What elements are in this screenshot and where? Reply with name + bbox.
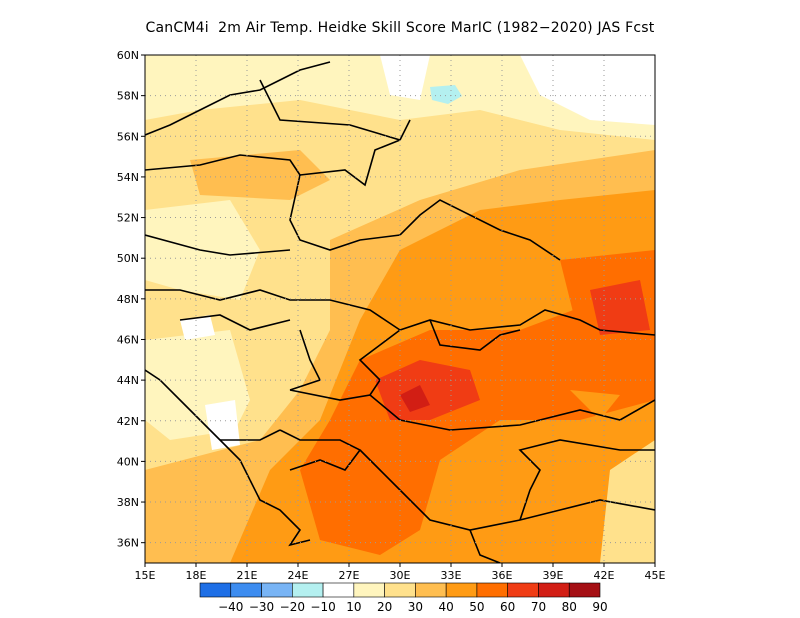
lon-tick-label: 42E [594, 569, 615, 582]
lon-tick-label: 24E [288, 569, 309, 582]
colorbar-label: 30 [408, 600, 423, 614]
colorbar-label: 90 [592, 600, 607, 614]
colorbar-label: −40 [218, 600, 243, 614]
colorbar-swatch [322, 582, 355, 598]
lat-tick-label: 38N [117, 496, 139, 509]
map-title: CanCM4i 2m Air Temp. Heidke Skill Score … [145, 20, 655, 36]
colorbar-swatch [230, 582, 262, 598]
lon-tick-label: 33E [441, 569, 462, 582]
coastlines [145, 61, 655, 563]
colorbar-label: 50 [469, 600, 484, 614]
colorbar-label: −30 [249, 600, 274, 614]
colorbar-label: −20 [280, 600, 305, 614]
lon-tick-label: 27E [339, 569, 360, 582]
lon-tick-label: 36E [492, 569, 513, 582]
colorbar-label: 20 [377, 600, 392, 614]
longitude-labels: 15E 18E 21E 24E 27E 30E 33E 36E 39E 42E 45E [135, 569, 666, 582]
lat-tick-label: 48N [117, 293, 139, 306]
colorbar-swatch [568, 582, 601, 598]
colorbar: −40 −30 −20 −10 10 20 30 40 50 60 70 80 90 [199, 582, 608, 614]
lon-tick-label: 15E [135, 569, 156, 582]
lon-tick-label: 21E [237, 569, 258, 582]
colorbar-swatch [507, 582, 539, 598]
colorbar-swatch [292, 582, 324, 598]
colorbar-swatch [199, 582, 232, 598]
colorbar-label: 70 [531, 600, 546, 614]
colorbar-label: −10 [310, 600, 335, 614]
colorbar-label: 60 [500, 600, 515, 614]
lat-tick-label: 44N [117, 374, 139, 387]
colorbar-swatch [445, 582, 478, 598]
lat-tick-label: 52N [117, 212, 139, 225]
colorbar-swatch [384, 582, 416, 598]
lat-tick-label: 54N [117, 171, 139, 184]
colorbar-label: 80 [562, 600, 577, 614]
lat-tick-label: 56N [117, 130, 139, 143]
lat-tick-label: 42N [117, 415, 139, 428]
colorbar-swatch [353, 582, 385, 598]
lat-tick-label: 36N [117, 537, 139, 550]
lat-tick-label: 50N [117, 252, 139, 265]
lat-tick-label: 60N [117, 49, 139, 62]
graticule [141, 54, 656, 567]
colorbar-swatch [476, 582, 508, 598]
colorbar-label: 10 [346, 600, 361, 614]
lon-tick-label: 45E [645, 569, 666, 582]
colorbar-swatch [261, 582, 293, 598]
lon-tick-label: 30E [390, 569, 411, 582]
lon-tick-label: 18E [186, 569, 207, 582]
lat-tick-label: 58N [117, 90, 139, 103]
colorbar-swatch [415, 582, 447, 598]
skill-field [145, 55, 655, 563]
lat-tick-label: 40N [117, 455, 139, 468]
map-frame [144, 54, 656, 564]
lon-tick-label: 39E [543, 569, 564, 582]
colorbar-swatch [538, 582, 570, 598]
colorbar-label: 40 [439, 600, 454, 614]
lat-tick-label: 46N [117, 333, 139, 346]
latitude-labels: 36N 38N 40N 42N 44N 46N 48N 50N 52N 54N 56N 58N 60N [117, 49, 139, 550]
